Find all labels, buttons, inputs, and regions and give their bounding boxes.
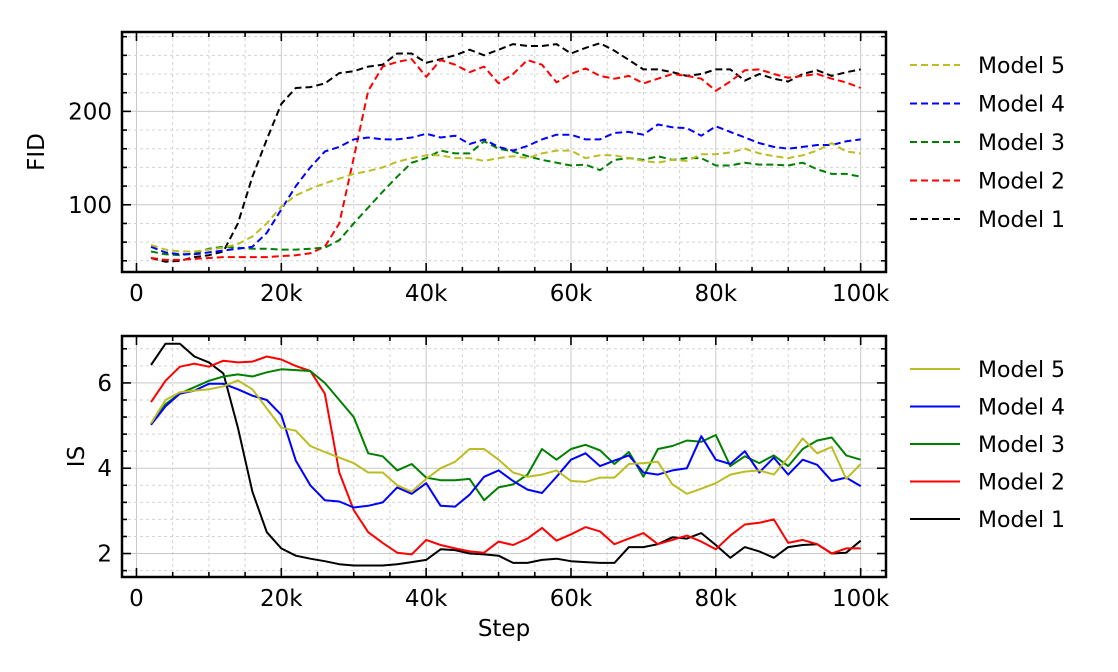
fid-series-line-model-1 — [150, 42, 861, 263]
is-axes-frame — [120, 334, 888, 579]
legend-entry: Model 1 — [978, 508, 1065, 533]
fid-x-tick-label: 60k — [550, 281, 593, 307]
is-x-tick-label: 100k — [832, 586, 890, 612]
is-y-tick-label: 4 — [97, 456, 112, 482]
is-x-tick-label: 40k — [405, 586, 448, 612]
legend-entry: Model 4 — [978, 396, 1065, 421]
legend-entry: Model 2 — [978, 170, 1065, 195]
is-series-line-model-5 — [150, 379, 862, 495]
fid-y-tick-label: 100 — [68, 193, 112, 219]
is-series — [150, 342, 862, 567]
fid-y-tick-label: 200 — [68, 99, 112, 125]
legend-entry: Model 3 — [978, 131, 1065, 156]
fid-ticks — [122, 32, 886, 272]
fid-legend: Model 5 Model 4 Model 3 Model 2 Model 1 — [910, 54, 1065, 233]
is-x-tick-label: 0 — [129, 586, 144, 612]
fid-series-line-model-3 — [150, 140, 861, 257]
is-x-axis-label: Step — [478, 616, 530, 642]
is-series-line-model-3 — [150, 368, 861, 502]
legend-entry: Model 2 — [978, 471, 1065, 496]
is-x-tick-label: 60k — [550, 586, 593, 612]
legend-entry: Model 5 — [978, 54, 1065, 79]
fid-x-tick-label: 20k — [260, 281, 303, 307]
legend-entry: Model 1 — [978, 208, 1065, 233]
legend-entry: Model 4 — [978, 93, 1065, 118]
is-series-line-model-1 — [150, 342, 862, 567]
legend-entry: Model 5 — [978, 358, 1065, 383]
is-grid — [122, 336, 886, 577]
fid-series — [150, 42, 862, 263]
is-y-tick-label: 2 — [97, 542, 112, 568]
fid-x-tick-label: 100k — [832, 281, 890, 307]
fid-series-line-model-2 — [150, 58, 862, 261]
is-x-tick-label: 20k — [260, 586, 303, 612]
fid-x-tick-label: 0 — [129, 281, 144, 307]
is-x-tick-label: 80k — [695, 586, 738, 612]
fid-series-line-model-4 — [150, 123, 861, 256]
is-y-axis-label: IS — [64, 446, 90, 467]
fid-grid — [122, 32, 886, 272]
fid-x-tick-label: 40k — [405, 281, 448, 307]
is-legend: Model 5 Model 4 Model 3 Model 2 Model 1 — [910, 358, 1065, 533]
is-y-tick-label: 6 — [97, 371, 112, 397]
fid-x-tick-label: 80k — [695, 281, 738, 307]
is-ticks — [122, 336, 886, 577]
is-series-line-model-4 — [150, 382, 862, 509]
fid-panel: 0 20k 40k 60k 80k 100k 100 200 FID Model 5 Model 4… — [24, 30, 1065, 307]
fid-series-line-model-5 — [150, 142, 861, 253]
fid-axes-frame — [120, 30, 888, 274]
is-series-line-model-2 — [150, 355, 861, 556]
legend-entry: Model 3 — [978, 433, 1065, 458]
fid-y-axis-label: FID — [24, 133, 50, 171]
is-panel: 0 20k 40k 60k 80k 100k 2 4 6 IS Step Model 5 Model 4… — [64, 334, 1065, 642]
